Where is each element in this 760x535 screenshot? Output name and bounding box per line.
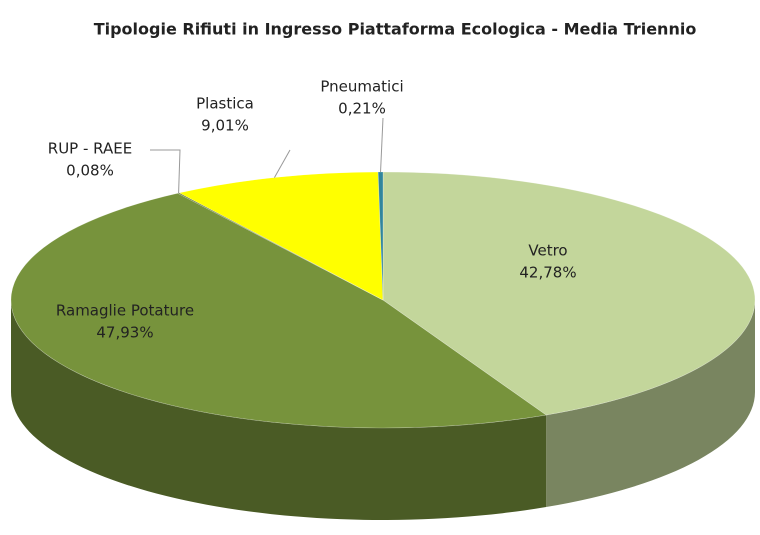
slice-value-label: 0,08% (66, 162, 114, 180)
slice (10, 192, 547, 429)
slice-side (546, 300, 755, 508)
slice-label: Vetro (528, 242, 567, 260)
leader-line (273, 149, 291, 178)
slice-value-label: 47,93% (96, 324, 153, 342)
slice-label: Ramaglie Potature (56, 302, 194, 320)
slice-label: Pneumatici (320, 78, 403, 96)
leader-line (380, 117, 384, 173)
slice-value-label: 0,21% (338, 100, 386, 118)
slice-value-label: 42,78% (519, 264, 576, 282)
slice-value-label: 9,01% (201, 117, 249, 135)
chart-title: Tipologie Rifiuti in Ingresso Piattaform… (94, 20, 697, 39)
slice-label: Plastica (196, 95, 254, 113)
slice (382, 171, 756, 416)
slice-side (11, 300, 547, 520)
leader-line (150, 149, 181, 194)
slice-label: RUP - RAEE (48, 140, 132, 158)
